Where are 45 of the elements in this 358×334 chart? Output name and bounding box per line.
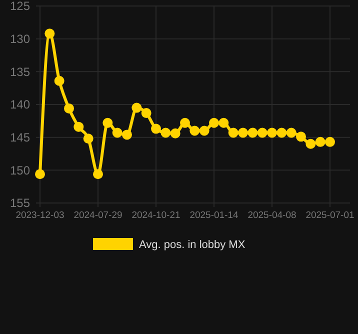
point bbox=[209, 118, 219, 128]
y-tick-label: 140 bbox=[10, 98, 30, 112]
point bbox=[276, 128, 287, 138]
point bbox=[296, 132, 306, 142]
point bbox=[160, 128, 171, 138]
y-tick-label: 150 bbox=[10, 163, 30, 178]
point bbox=[44, 28, 55, 39]
y-tick-label: 145 bbox=[10, 130, 30, 145]
point bbox=[83, 134, 94, 144]
point bbox=[141, 108, 152, 118]
point bbox=[228, 128, 238, 138]
x-tick-label: 2024-07-29 bbox=[74, 210, 122, 221]
point bbox=[64, 103, 74, 114]
point bbox=[132, 102, 142, 113]
y-tick-label: 125 bbox=[10, 0, 30, 14]
x-tick-label: 2024-10-21 bbox=[132, 210, 180, 221]
point bbox=[102, 118, 113, 128]
x-tick-label: 2023-12-03 bbox=[16, 210, 64, 221]
point bbox=[218, 118, 229, 128]
point bbox=[112, 128, 122, 138]
point bbox=[74, 122, 84, 132]
point bbox=[93, 169, 103, 180]
x-tick-label: 2025-07-01 bbox=[306, 210, 354, 221]
point bbox=[267, 128, 277, 138]
x-tick-label: 2025-04-08 bbox=[248, 210, 296, 221]
legend-label: Avg. pos. in lobby MX bbox=[139, 238, 246, 251]
point bbox=[180, 118, 190, 128]
y-tick-label: 155 bbox=[10, 196, 30, 210]
y-tick-label: 135 bbox=[10, 64, 30, 79]
point bbox=[238, 128, 248, 138]
point bbox=[306, 138, 316, 149]
point bbox=[199, 126, 210, 136]
point bbox=[315, 136, 326, 147]
point bbox=[190, 126, 200, 136]
point bbox=[54, 76, 64, 86]
point bbox=[325, 136, 335, 147]
point bbox=[257, 128, 268, 138]
point bbox=[151, 124, 161, 134]
x-tick-label: 2025-01-14 bbox=[190, 210, 238, 221]
y-tick-label: 130 bbox=[10, 32, 30, 46]
point bbox=[170, 128, 180, 138]
point bbox=[286, 128, 296, 138]
point bbox=[248, 128, 258, 138]
point bbox=[35, 169, 45, 180]
point bbox=[122, 130, 132, 140]
